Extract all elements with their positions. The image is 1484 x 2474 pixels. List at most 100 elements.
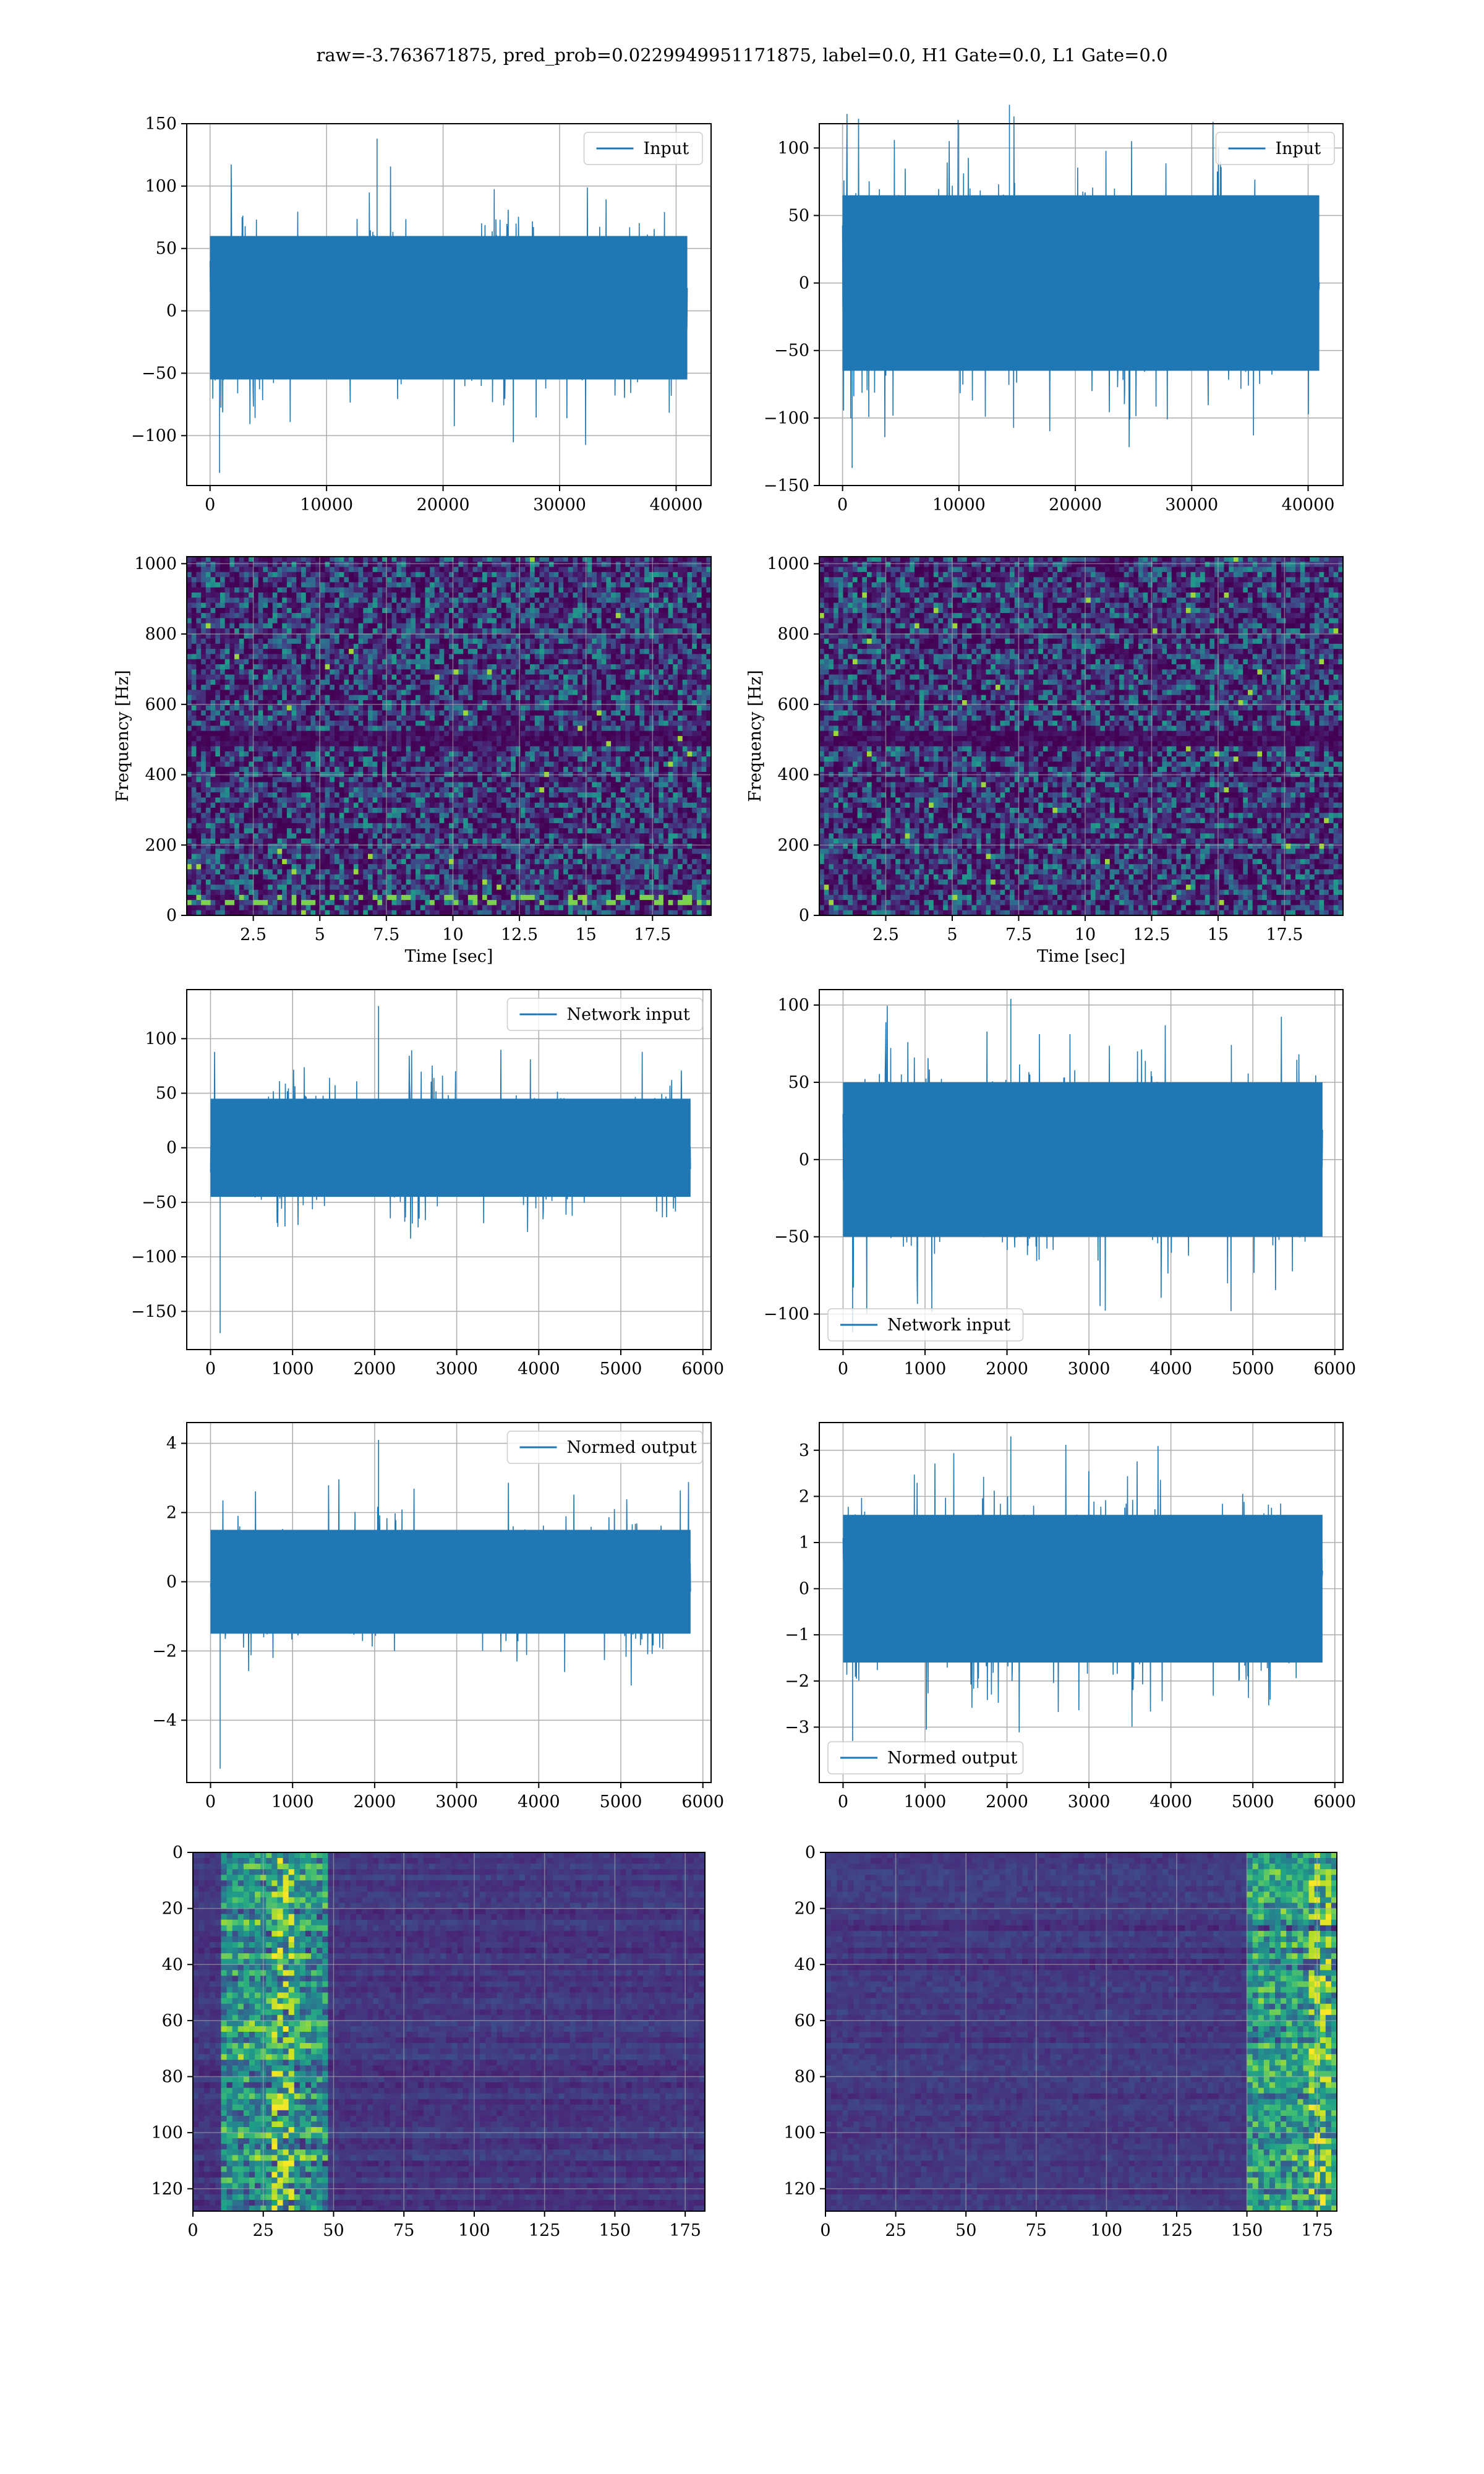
heatmap-cell [568,700,574,706]
heatmap-cell [315,726,321,732]
heatmap-cell [511,756,516,763]
heatmap-cell [249,618,254,624]
heatmap-cell [191,654,197,660]
heatmap-cell [224,577,230,583]
heatmap-cell [425,705,430,711]
heatmap-cell [530,710,535,716]
heatmap-cell [515,577,521,583]
heatmap-cell [620,685,626,691]
heatmap-cell [416,726,421,732]
heatmap-cell [687,690,693,696]
heatmap-cell [363,623,369,629]
heatmap-cell [386,690,393,696]
heatmap-cell [659,695,664,701]
heatmap-cell [530,674,535,680]
heatmap-cell [544,597,550,604]
heatmap-cell [434,761,440,768]
heatmap-cell [706,659,712,665]
heatmap-cell [305,618,312,624]
heatmap-cell [487,726,492,732]
heatmap-cell [386,730,393,737]
heatmap-cell [301,782,307,788]
heatmap-cell [444,721,450,727]
heatmap-cell [286,715,292,721]
heatmap-cell [539,567,545,573]
heatmap-cell [220,726,226,732]
heatmap-cell [367,685,373,691]
heatmap-cell [334,741,340,747]
heatmap-cell [482,643,488,649]
heatmap-cell [678,582,683,588]
heatmap-cell [372,756,378,763]
heatmap-cell [310,587,316,593]
heatmap-cell [629,582,636,588]
heatmap-cell [706,766,712,773]
heatmap-cell [239,710,245,716]
heatmap-cell [386,649,393,655]
heatmap-cell [349,618,354,624]
heatmap-cell [563,587,569,593]
heatmap-cell [467,613,474,619]
heatmap-cell [587,721,592,727]
heatmap-cell [548,577,555,583]
heatmap-cell [596,766,602,773]
heatmap-cell [310,582,316,588]
heatmap-cell [320,628,326,634]
heatmap-cell [249,623,254,629]
heatmap-cell [334,659,340,665]
heatmap-cell [501,577,507,583]
heatmap-cell [401,582,407,588]
heatmap-cell [520,628,526,634]
heatmap-cell [210,613,216,619]
heatmap-cell [544,557,550,562]
heatmap-cell [578,577,583,583]
heatmap-cell [629,659,636,665]
heatmap-cell [687,571,693,578]
heatmap-cell [534,607,540,614]
heatmap-cell [530,623,535,629]
heatmap-cell [453,761,459,768]
heatmap-cell [649,730,655,737]
heatmap-cell [463,602,469,609]
heatmap-cell [548,582,555,588]
heatmap-cell [525,577,531,583]
heatmap-cell [582,643,588,649]
heatmap-cell [268,741,273,747]
heatmap-cell [453,674,459,680]
heatmap-cell [434,685,440,691]
heatmap-cell [558,736,564,742]
heatmap-cell [687,654,693,660]
heatmap-cell [611,664,616,670]
heatmap-cell [548,571,555,578]
heatmap-cell [215,628,221,634]
heatmap-cell [239,756,245,763]
heatmap-cell [601,777,607,783]
heatmap-cell [673,756,678,763]
heatmap-cell [377,690,383,696]
heatmap-cell [706,638,712,644]
heatmap-cell [453,756,459,763]
heatmap-cell [434,649,440,655]
heatmap-cell [386,721,393,727]
heatmap-cell [215,593,221,598]
heatmap-cell [449,582,454,588]
heatmap-cell [487,715,492,721]
heatmap-cell [639,730,645,737]
heatmap-cell [625,751,631,757]
heatmap-cell [453,659,459,665]
heatmap-cell [649,597,655,604]
heatmap-cell [492,613,497,619]
heatmap-cell [649,613,655,619]
heatmap-cell [654,690,659,696]
heatmap-cell [501,674,507,680]
heatmap-cell [497,741,502,747]
heatmap-cell [191,695,197,701]
heatmap-cell [301,756,307,763]
heatmap-cell [301,777,307,783]
heatmap-cell [349,746,354,752]
heatmap-cell [539,766,545,773]
heatmap-cell [453,700,459,706]
heatmap-cell [620,756,626,763]
heatmap-cell [434,730,440,737]
heatmap-cell [296,726,302,732]
